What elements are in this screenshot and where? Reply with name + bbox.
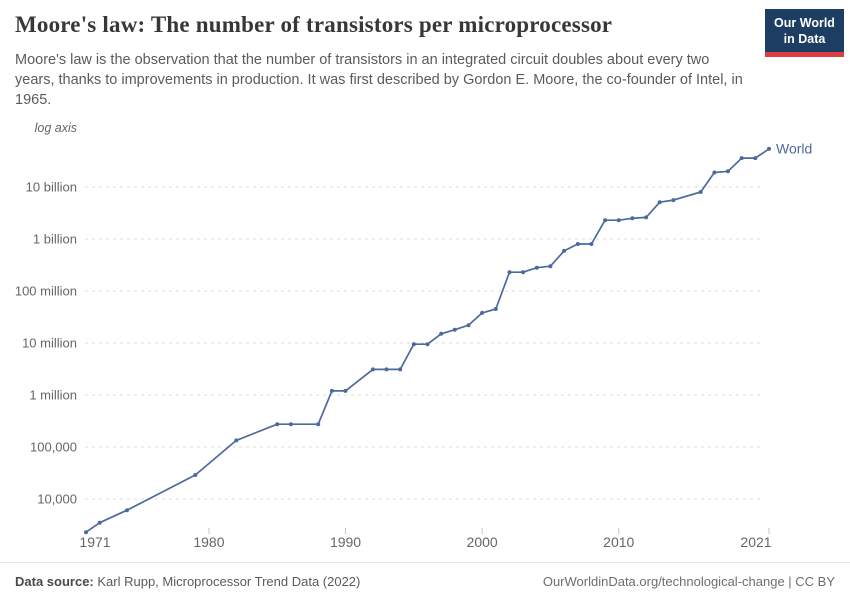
data-point[interactable] xyxy=(548,264,553,269)
data-point[interactable] xyxy=(370,367,375,372)
data-point[interactable] xyxy=(439,331,444,336)
owid-logo[interactable]: Our World in Data xyxy=(765,9,844,58)
data-point[interactable] xyxy=(275,422,280,427)
x-axis-tick-label: 2000 xyxy=(467,534,498,550)
y-axis-tick-label: 10,000 xyxy=(37,492,77,507)
data-point[interactable] xyxy=(398,367,403,372)
data-point[interactable] xyxy=(384,367,389,372)
world-series-line xyxy=(85,148,770,534)
page-title: Moore's law: The number of transistors p… xyxy=(15,12,613,37)
data-point[interactable] xyxy=(493,307,498,311)
data-point[interactable] xyxy=(329,388,334,393)
data-point[interactable] xyxy=(343,388,348,393)
data-point[interactable] xyxy=(316,422,321,427)
x-axis-tick-label: 1990 xyxy=(330,534,361,550)
data-source-text: Karl Rupp, Microprocessor Trend Data (20… xyxy=(93,574,361,589)
x-axis-tick-label: 1971 xyxy=(79,534,110,550)
series-label-world[interactable]: World xyxy=(776,140,812,156)
data-point[interactable] xyxy=(603,218,608,223)
data-point[interactable] xyxy=(97,520,102,525)
data-point[interactable] xyxy=(616,218,621,223)
x-axis-tick-label: 2021 xyxy=(740,534,771,550)
owid-logo-line1: Our World xyxy=(774,16,835,30)
data-point[interactable] xyxy=(288,422,293,427)
data-point[interactable] xyxy=(452,327,457,332)
data-point[interactable] xyxy=(234,438,239,443)
y-axis-tick-label: 1 billion xyxy=(33,232,77,247)
data-point[interactable] xyxy=(480,310,485,315)
data-point[interactable] xyxy=(534,265,539,270)
chart-subtitle: Moore's law is the observation that the … xyxy=(15,52,743,108)
data-point[interactable] xyxy=(589,242,594,246)
data-point[interactable] xyxy=(739,156,744,161)
owid-logo-line2: in Data xyxy=(783,31,826,46)
data-point[interactable] xyxy=(425,342,430,347)
y-axis-tick-label: 10 billion xyxy=(26,180,77,195)
data-point[interactable] xyxy=(726,169,730,174)
x-axis-tick-label: 1980 xyxy=(193,534,224,550)
data-point[interactable] xyxy=(671,198,676,203)
data-point[interactable] xyxy=(521,270,526,275)
data-point[interactable] xyxy=(84,530,88,535)
data-point[interactable] xyxy=(466,323,471,328)
data-source: Data source: Karl Rupp, Microprocessor T… xyxy=(15,574,360,589)
x-axis-tick-label: 2010 xyxy=(603,534,634,550)
y-axis-tick-label: 10 million xyxy=(22,336,77,351)
data-point[interactable] xyxy=(630,216,635,221)
data-point[interactable] xyxy=(657,200,662,205)
y-axis-tick-label: 1 million xyxy=(29,388,77,403)
data-point[interactable] xyxy=(753,156,758,161)
chart-footer: Data source: Karl Rupp, Microprocessor T… xyxy=(0,562,850,600)
data-point[interactable] xyxy=(411,342,416,347)
data-point[interactable] xyxy=(644,215,649,220)
data-point[interactable] xyxy=(712,170,717,175)
credit-link[interactable]: OurWorldinData.org/technological-change … xyxy=(542,574,835,589)
data-point[interactable] xyxy=(507,270,512,275)
y-axis-tick-label: 100 million xyxy=(15,284,77,299)
data-point[interactable] xyxy=(575,242,580,246)
data-point[interactable] xyxy=(562,248,567,253)
log-axis-note: log axis xyxy=(35,121,77,135)
data-source-label: Data source: xyxy=(15,574,94,589)
line-chart: 10,000 100,000 1 million 10 million 100 mill… xyxy=(15,121,812,550)
data-point[interactable] xyxy=(125,508,129,513)
y-axis-tick-label: 100,000 xyxy=(30,440,77,455)
data-point[interactable] xyxy=(767,146,771,151)
data-point[interactable] xyxy=(698,190,703,194)
data-point[interactable] xyxy=(193,473,198,477)
